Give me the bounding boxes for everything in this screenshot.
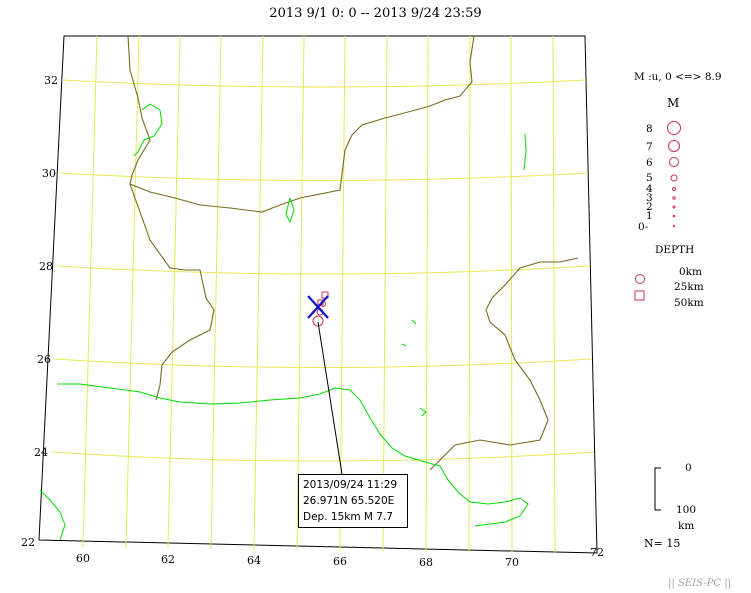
graticule	[51, 35, 595, 554]
coastlines	[39, 103, 529, 541]
lat-tick-label: 30	[42, 167, 56, 180]
depth-scale-bar	[654, 467, 661, 511]
lon-tick-label: 70	[505, 556, 519, 569]
lat-tick-label: 32	[44, 74, 58, 87]
software-credit: || SEIS-PC ||	[668, 578, 731, 589]
magnitude-level: 6	[646, 157, 653, 169]
magnitude-range-label: M :u, 0 <=> 8.9	[634, 71, 722, 83]
lon-tick-label: 60	[76, 552, 90, 565]
lon-tick-label: 72	[590, 546, 604, 559]
magnitude-symbol	[669, 157, 679, 167]
magnitude-level: 0-	[638, 221, 649, 233]
magnitude-level: 1	[646, 210, 653, 222]
callout-depth-magnitude: Dep. 15km M 7.7	[303, 511, 393, 523]
magnitude-symbol	[672, 224, 676, 228]
magnitude-symbol	[667, 121, 681, 135]
magnitude-symbol	[670, 174, 678, 182]
depth-scale-bottom: 100	[676, 504, 696, 516]
map-frame	[38, 35, 598, 554]
callout-location: 26.971N 65.520E	[303, 495, 395, 507]
depth-symbol-shallow	[635, 274, 645, 284]
lat-tick-label: 22	[21, 536, 35, 549]
magnitude-level: 7	[646, 141, 653, 153]
lat-tick-label: 26	[37, 353, 51, 366]
lat-tick-label: 28	[39, 260, 53, 273]
depth-legend: DEPTH 0km 25km 50km 0 100 km	[634, 244, 704, 532]
magnitude-level: 2	[646, 201, 653, 213]
lon-tick-label: 68	[419, 556, 433, 569]
magnitude-symbol	[668, 140, 680, 152]
depth-heading: DEPTH	[655, 244, 694, 256]
map-title: 2013 9/1 0: 0 -- 2013 9/24 23:59	[269, 6, 482, 21]
magnitude-legend: M :u, 0 <=> 8.9 M 8 7 6 5 4 3 2 1 0-	[634, 71, 722, 233]
country-borders	[127, 35, 579, 471]
callout-leader	[317, 321, 343, 475]
depth-symbol-deep	[634, 290, 645, 301]
event-marker	[312, 315, 324, 327]
magnitude-symbol	[672, 205, 676, 209]
event-callout: 2013/09/24 11:29 26.971N 65.520E Dep. 15…	[298, 474, 408, 528]
lon-tick-label: 64	[247, 554, 261, 567]
depth-scale-top: 0	[685, 462, 692, 474]
mainshock-cross-icon	[307, 295, 329, 319]
lon-tick-label: 66	[333, 555, 347, 568]
magnitude-level: 5	[646, 172, 653, 184]
event-count: N= 15	[644, 537, 681, 550]
magnitude-level: 4	[646, 183, 653, 195]
magnitude-level: 8	[646, 123, 653, 135]
lat-axis: 32 30 28 26 24 22	[21, 74, 58, 549]
lat-tick-label: 24	[34, 446, 48, 459]
depth-scale-unit: km	[678, 520, 694, 532]
depth-entry: 25km	[674, 281, 704, 293]
depth-entry: 0km	[679, 266, 702, 278]
callout-datetime: 2013/09/24 11:29	[303, 479, 398, 491]
depth-entry: 50km	[674, 297, 704, 309]
magnitude-symbol	[672, 214, 676, 218]
magnitude-heading: M	[667, 96, 679, 110]
lon-tick-label: 62	[161, 553, 175, 566]
magnitude-level: 3	[646, 192, 653, 204]
magnitude-symbol	[672, 187, 676, 191]
lon-axis: 60 62 64 66 68 70 72	[76, 546, 604, 569]
magnitude-symbol	[672, 196, 676, 200]
